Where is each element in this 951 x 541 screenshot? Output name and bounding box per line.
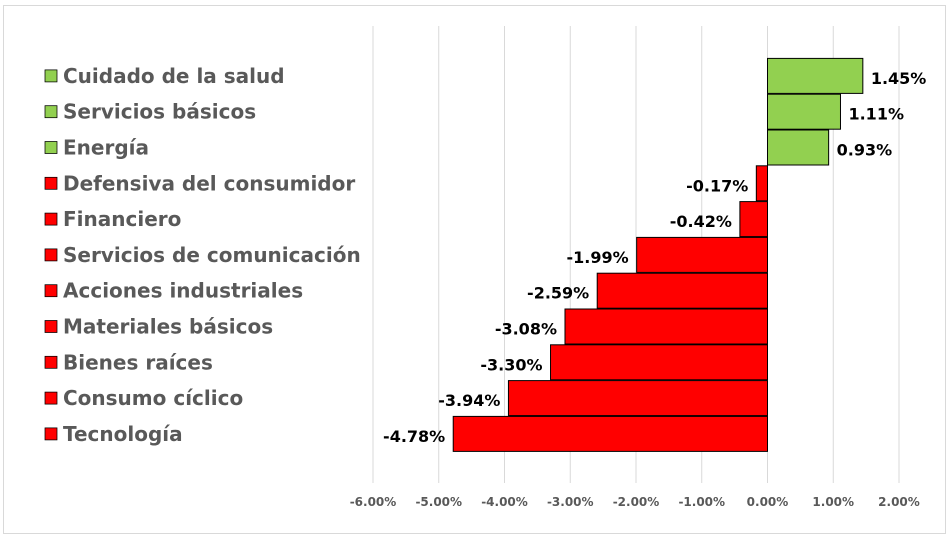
- x-tick-label: -1.00%: [678, 495, 725, 509]
- bar-financiero: [739, 201, 769, 238]
- legend-label: Bienes raíces: [63, 350, 213, 374]
- legend-label: Cuidado de la salud: [63, 64, 285, 88]
- data-labels: 1.45% 1.11% 0.93% -0.17% -0.42% -1.99% -2.59% -…: [383, 69, 926, 446]
- x-tick-label: 1.00%: [812, 495, 854, 509]
- x-tick-label: -4.00%: [481, 495, 528, 509]
- bar-tecnología: [452, 415, 768, 452]
- data-label: -3.94%: [438, 391, 500, 410]
- legend-swatch: [44, 284, 58, 298]
- x-tick-label: -5.00%: [415, 495, 462, 509]
- x-axis-ticks: -6.00% -5.00% -4.00% -3.00% -2.00% -1.00% 0.00…: [350, 495, 920, 509]
- legend-label: Energía: [63, 136, 149, 160]
- legend-label: Servicios básicos: [63, 100, 256, 124]
- x-tick-label: -2.00%: [613, 495, 660, 509]
- bar-defensiva-del-consumidor: [755, 165, 769, 202]
- data-label: 0.93%: [837, 141, 893, 160]
- data-label: -2.59%: [527, 284, 589, 303]
- bar-servicios-básicos: [767, 93, 841, 130]
- legend-swatch: [44, 212, 58, 226]
- data-label: -0.42%: [670, 212, 732, 231]
- legend-label: Servicios de comunicación: [63, 243, 361, 267]
- legend-swatch: [44, 105, 58, 119]
- bar-consumo-cíclico: [507, 380, 768, 417]
- data-label: -0.17%: [686, 176, 748, 195]
- data-label: -3.30%: [480, 355, 542, 374]
- x-tick-label: 0.00%: [747, 495, 789, 509]
- chart-area: 1.45% 1.11% 0.93% -0.17% -0.42% -1.99% -2.59% -…: [3, 5, 946, 534]
- x-tick-label: -3.00%: [547, 495, 594, 509]
- legend-swatch: [44, 320, 58, 333]
- legend-label: Consumo cíclico: [63, 386, 243, 410]
- legend-label: Financiero: [63, 207, 181, 231]
- bar-energía: [767, 129, 830, 166]
- legend-swatch: [44, 141, 58, 154]
- bar-acciones-industriales: [596, 272, 769, 309]
- legend-label: Defensiva del consumidor: [63, 171, 355, 195]
- legend-swatch: [44, 69, 58, 83]
- x-tick-label: 2.00%: [878, 495, 920, 509]
- x-tick-label: -6.00%: [350, 495, 397, 509]
- legend-swatch: [44, 427, 58, 441]
- bar-materiales-básicos: [564, 308, 768, 345]
- bars: [452, 57, 864, 452]
- data-label: -4.78%: [383, 427, 445, 446]
- bar-cuidado-de-la-salud: [767, 57, 864, 94]
- legend-label: Materiales básicos: [63, 315, 273, 339]
- legend-label: Tecnología: [63, 422, 183, 446]
- data-label: -3.08%: [495, 320, 557, 339]
- bar-bienes-raíces: [550, 344, 769, 381]
- legend-label: Acciones industriales: [63, 279, 303, 303]
- legend-swatch: [44, 248, 58, 262]
- bar-servicios-de-comunicación: [636, 236, 768, 273]
- legend-swatch: [44, 176, 58, 190]
- data-label: -1.99%: [567, 248, 629, 267]
- legend-swatch: [44, 355, 58, 369]
- chart-svg: 1.45% 1.11% 0.93% -0.17% -0.42% -1.99% -2.59% -…: [44, 26, 926, 509]
- data-label: 1.11%: [848, 105, 904, 124]
- legend-swatch: [44, 391, 58, 405]
- legend: Cuidado de la salud Servicios básicos Ener…: [44, 64, 361, 446]
- data-label: 1.45%: [871, 69, 927, 88]
